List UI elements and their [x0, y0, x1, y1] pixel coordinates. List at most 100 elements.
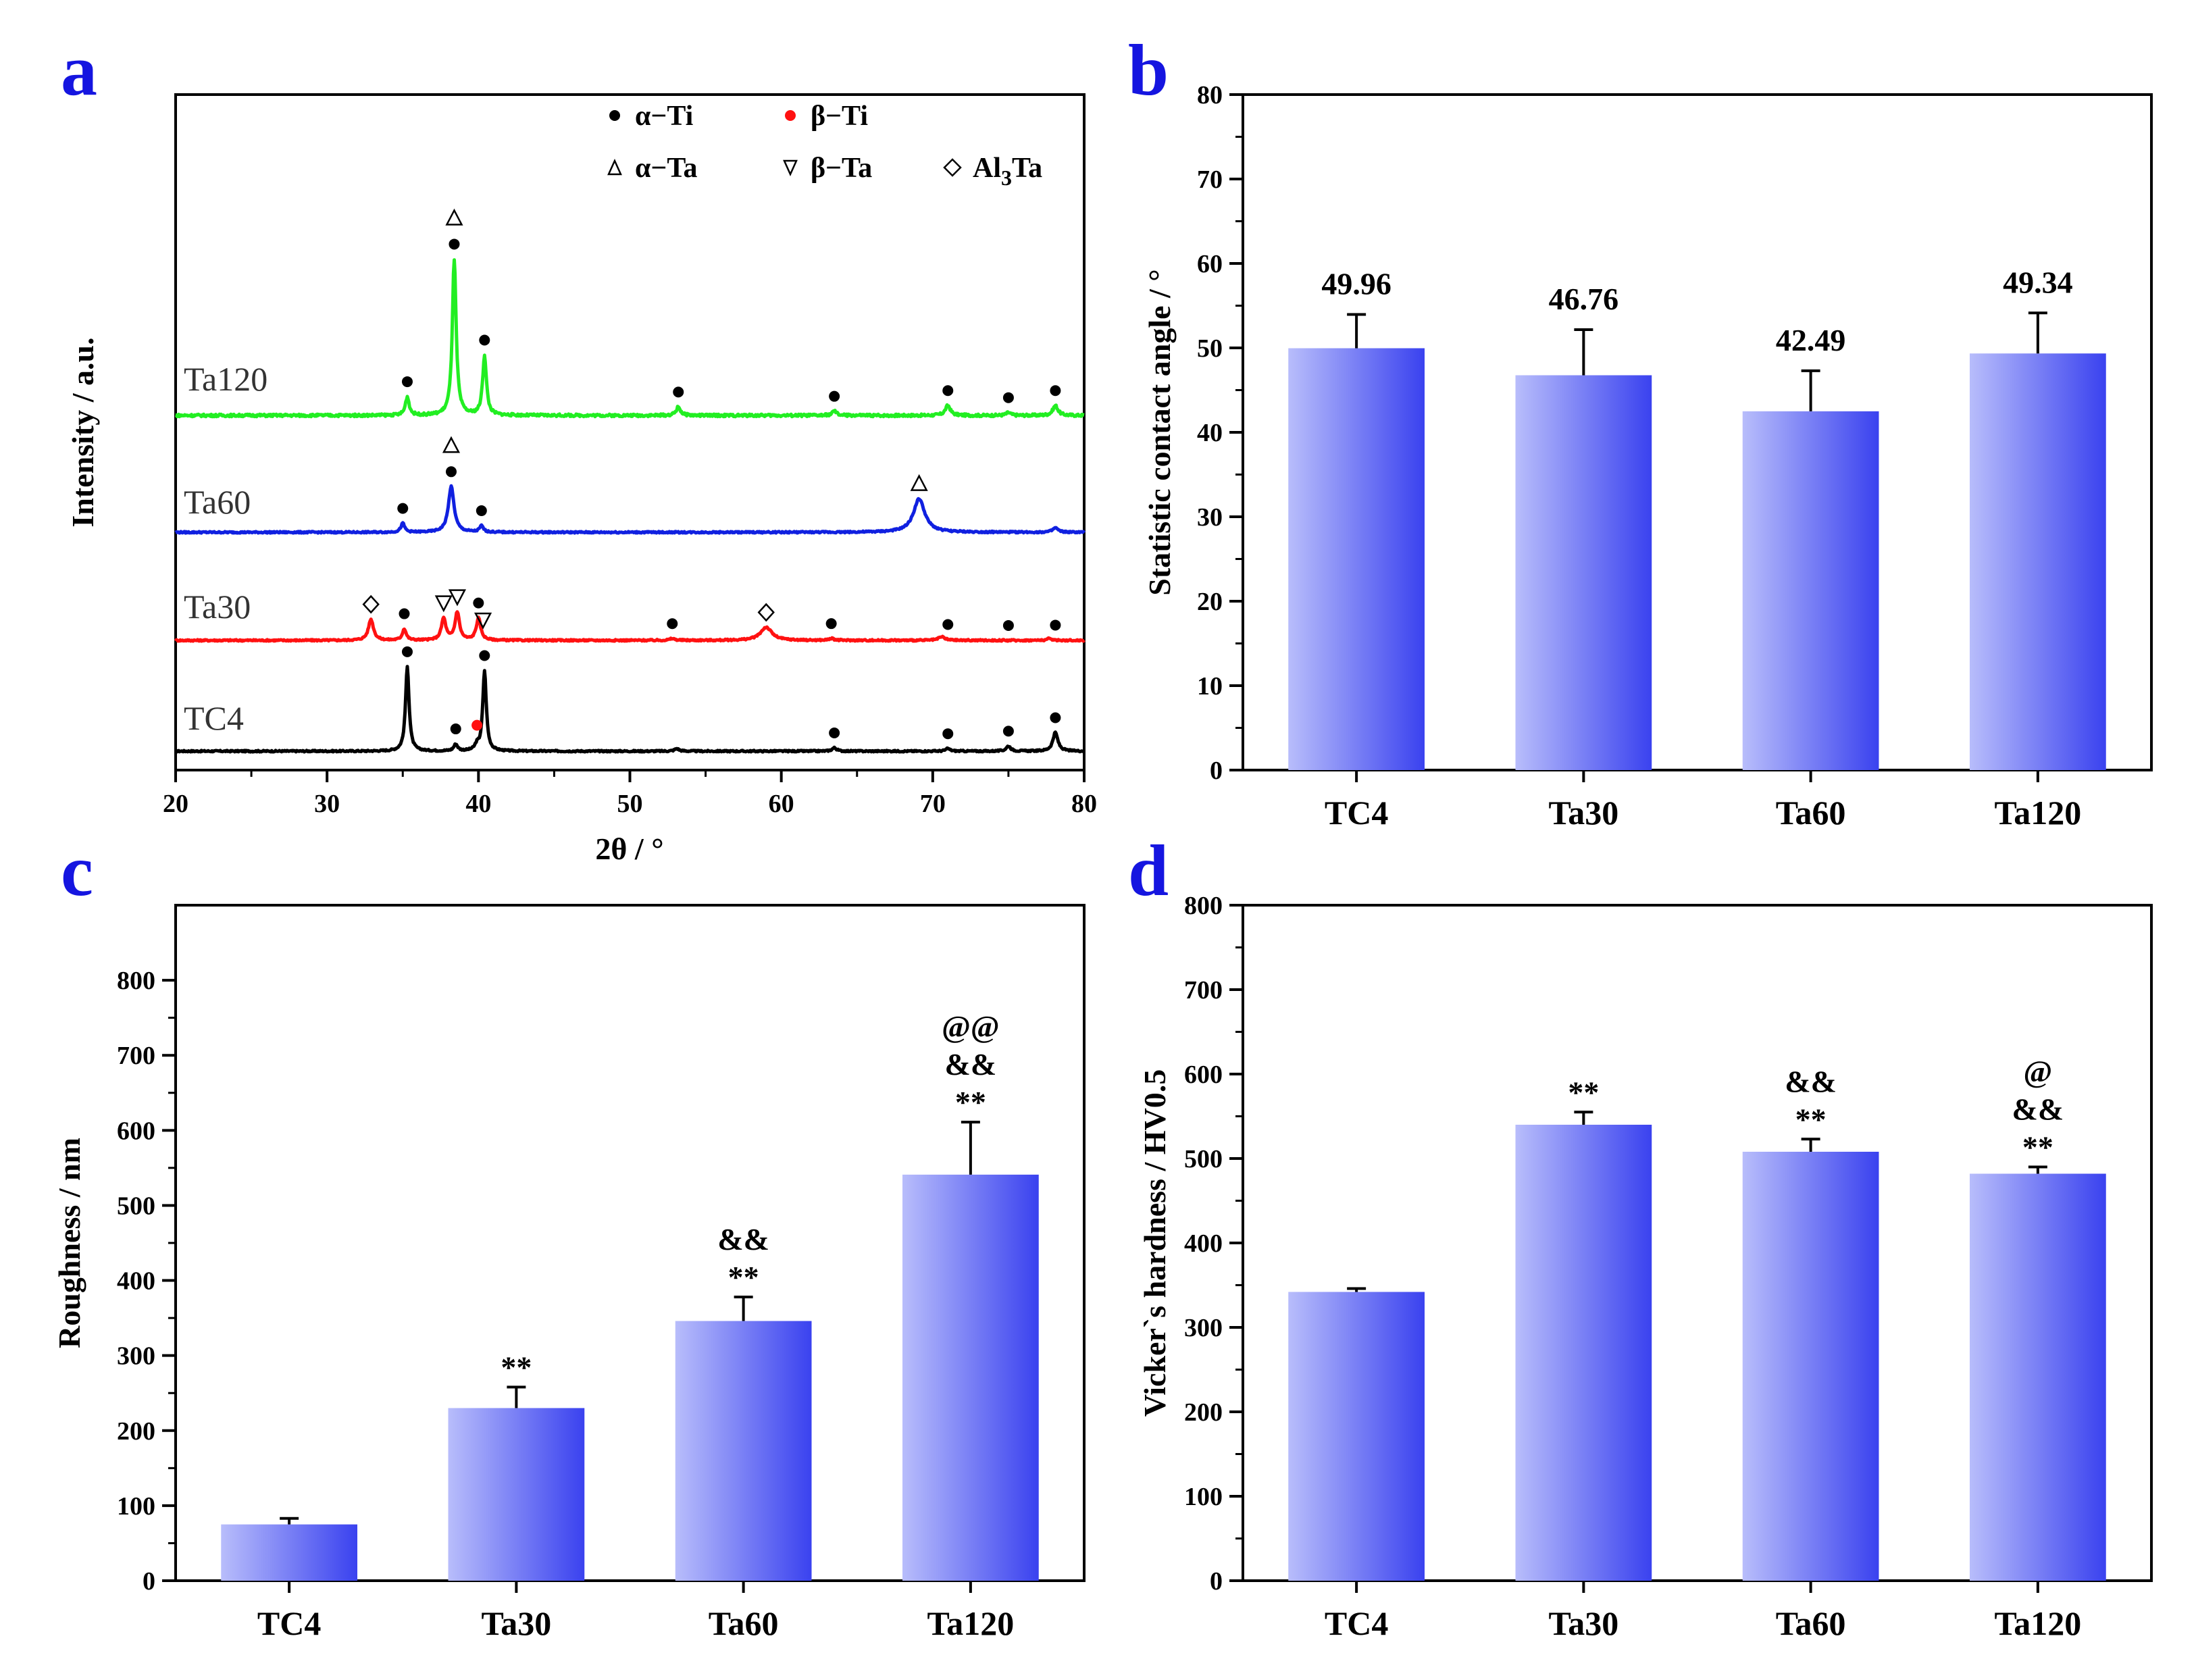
hardness-y-axis-title: Vicker`s hardness / HV0.5 [1138, 1069, 1172, 1417]
hardness-y-tick-label: 700 [1184, 976, 1223, 1004]
roughness-y-tick-label: 500 [117, 1192, 155, 1220]
roughness-y-tick-label: 700 [117, 1042, 155, 1070]
contact-angle-y-tick-label: 20 [1197, 588, 1223, 616]
xrd-marker-al3ta [757, 603, 775, 622]
legend-entry-ta: β−Ta [783, 153, 872, 184]
xrd-plot-frame [174, 93, 1086, 771]
hardness-y-tick-label: 0 [1210, 1567, 1223, 1596]
roughness-bar-tc4 [221, 1524, 357, 1581]
xrd-x-tick-label: 60 [769, 790, 794, 818]
roughness-bar-ta60 [675, 1321, 812, 1581]
hardness-y-tick-label: 600 [1184, 1061, 1223, 1089]
legend-entry-ta: α−Ta [607, 153, 698, 184]
xrd-series-label-ta120: Ta120 [184, 360, 267, 398]
contact-angle-bar-ta120 [1970, 353, 2106, 770]
roughness-category-label: TC4 [257, 1604, 321, 1642]
hardness-y-tick-label: 800 [1184, 892, 1223, 920]
contact-angle-category-label: Ta120 [1994, 794, 2081, 832]
xrd-marker-alpha-Ti [667, 618, 678, 630]
roughness-chart: 0 100 200 300 400 500 600 700 800 TC4 Ta30 ** Ta60 &&… [52, 904, 1086, 1642]
contact-angle-value-label: 46.76 [1549, 282, 1619, 316]
hardness-y-tick-label: 500 [1184, 1145, 1223, 1173]
xrd-marker-alpha-Ti [825, 618, 837, 630]
legend-marker [609, 110, 620, 121]
roughness-significance-label: ** [501, 1350, 532, 1384]
legend-label: Al3Ta [973, 153, 1042, 190]
roughness-significance-label: ** [728, 1260, 759, 1294]
xrd-x-tick-label: 40 [465, 790, 491, 818]
xrd-marker-alpha-Ti [1002, 726, 1014, 737]
legend-label: β−Ta [811, 153, 872, 184]
hardness-significance-label: @ [2023, 1054, 2052, 1089]
xrd-marker-alpha-Ti [942, 728, 954, 740]
xrd-series-ta60 [174, 484, 1086, 535]
xrd-marker-beta-ta [434, 595, 453, 613]
hardness-bar-ta30 [1515, 1125, 1652, 1581]
xrd-series-label-ta60: Ta60 [184, 483, 251, 521]
hardness-y-tick-label: 300 [1184, 1314, 1223, 1342]
contact-angle-category-label: Ta60 [1776, 794, 1846, 832]
roughness-bar-ta30 [448, 1408, 585, 1581]
xrd-marker-alpha-Ti [399, 608, 410, 619]
xrd-marker-beta-ta [474, 612, 492, 630]
xrd-marker-alpha-Ti [401, 646, 413, 657]
hardness-y-tick-label: 400 [1184, 1229, 1223, 1258]
xrd-marker-alpha-Ti [942, 619, 954, 630]
xrd-marker-alpha-Ti [401, 376, 413, 388]
hardness-significance-label: && [1785, 1064, 1837, 1098]
xrd-x-tick-label: 30 [314, 790, 340, 818]
xrd-marker-alpha-Ti [449, 238, 460, 250]
contact-angle-y-tick-label: 80 [1197, 81, 1223, 109]
contact-angle-bar-ta30 [1515, 375, 1652, 770]
hardness-chart: 0 100 200 300 400 500 600 700 800 TC4 Ta30 ** Ta60 &&… [1138, 892, 2153, 1642]
xrd-series-label-ta30: Ta30 [184, 588, 251, 626]
xrd-marker-alpha-ta [442, 436, 461, 453]
xrd-marker-alpha-Ti [450, 723, 461, 735]
roughness-significance-label: && [945, 1047, 997, 1081]
xrd-marker-alpha-Ti [942, 385, 954, 397]
xrd-series-label-tc4: TC4 [184, 699, 244, 737]
legend-entry-ti: β−Ti [785, 101, 868, 132]
xrd-x-tick-label: 70 [920, 790, 946, 818]
contact-angle-y-tick-label: 30 [1197, 503, 1223, 532]
xrd-marker-alpha-Ti [1002, 619, 1014, 631]
hardness-bar-tc4 [1288, 1292, 1425, 1581]
roughness-bar-ta120 [902, 1174, 1039, 1581]
xrd-marker-alpha-Ti [445, 466, 457, 478]
hardness-significance-label: ** [1568, 1075, 1599, 1109]
hardness-y-tick-label: 200 [1184, 1398, 1223, 1427]
roughness-y-tick-label: 100 [117, 1492, 155, 1521]
roughness-y-axis-title: Roughness / nm [52, 1138, 86, 1348]
contact-angle-y-tick-label: 40 [1197, 419, 1223, 447]
legend-label: α−Ti [635, 101, 694, 132]
hardness-significance-label: ** [1795, 1102, 1827, 1136]
xrd-marker-alpha-Ti [1050, 712, 1061, 723]
contact-angle-y-axis-title: Statistic contact angle / ° [1142, 269, 1177, 595]
xrd-series-tc4 [174, 665, 1086, 754]
legend-marker [783, 159, 798, 177]
xrd-series-ta120 [174, 258, 1086, 419]
xrd-marker-alpha-ta [445, 208, 463, 226]
contact-angle-value-label: 49.96 [1321, 267, 1391, 301]
xrd-x-axis-title: 2θ / ° [595, 832, 663, 866]
hardness-y-tick-label: 100 [1184, 1483, 1223, 1511]
xrd-marker-alpha-Ti [1050, 385, 1061, 397]
legend-entry-al3ta: Al3Ta [943, 153, 1042, 190]
xrd-marker-alpha-Ti [397, 503, 409, 514]
xrd-marker-al3ta [362, 594, 380, 614]
xrd-marker-alpha-ta [910, 474, 928, 491]
panel-letter-a: a [61, 30, 97, 111]
contact-angle-y-tick-label: 70 [1197, 166, 1223, 194]
panel-letter-d: d [1128, 831, 1169, 911]
roughness-y-tick-label: 600 [117, 1117, 155, 1145]
roughness-y-tick-label: 400 [117, 1267, 155, 1296]
xrd-x-tick-label: 80 [1071, 790, 1097, 818]
xrd-chart: 20 30 40 50 60 70 80 TC4 Ta30 Ta60 Ta120 α−Ti β−Ti… [66, 93, 1097, 866]
xrd-marker-alpha-Ti [829, 390, 840, 402]
contact-angle-chart: 0 10 20 30 40 50 60 70 80 TC4 49.96 Ta30 46.76 Ta60 42… [1142, 81, 2153, 832]
xrd-x-tick-label: 50 [617, 790, 643, 818]
legend-label: β−Ti [811, 101, 868, 132]
hardness-bar-ta60 [1742, 1152, 1879, 1581]
xrd-marker-alpha-Ti [1050, 619, 1061, 631]
